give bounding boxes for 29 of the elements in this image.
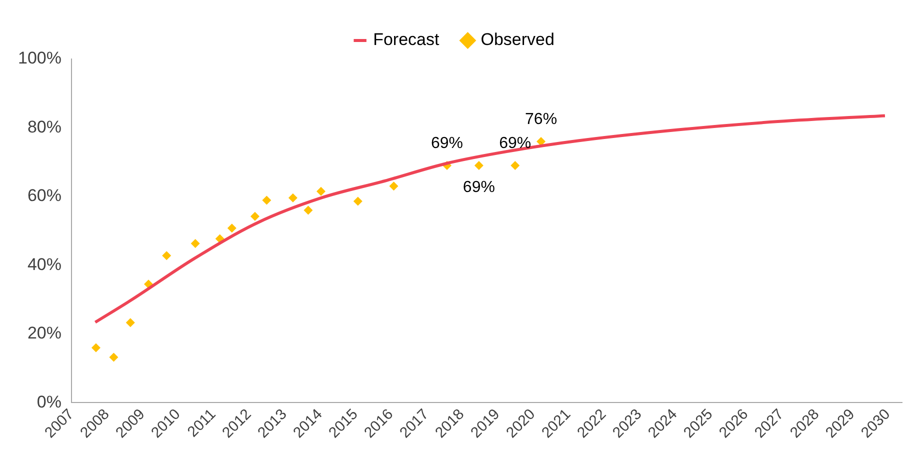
point (510, 161, 520, 170)
y-tick-label: 40% (27, 254, 62, 274)
legend-label: Forecast (373, 30, 440, 50)
data-label: 69% (499, 134, 532, 152)
point (250, 212, 260, 221)
data-label: 69% (430, 134, 464, 152)
point (227, 224, 236, 233)
point (536, 136, 546, 146)
data-label: 69% (462, 178, 495, 196)
legend-label: Observed (480, 30, 554, 50)
data-label: 76% (525, 110, 558, 128)
point (109, 352, 118, 362)
point (162, 251, 172, 260)
point (389, 182, 398, 191)
point (304, 206, 313, 215)
y-tick-label: 80% (27, 117, 62, 136)
y-tick-label: 100% (18, 48, 62, 68)
y-tick-label: 60% (27, 186, 62, 206)
point (288, 193, 298, 202)
line-series (94, 114, 886, 324)
point (262, 196, 272, 205)
y-tick-label: 0% (36, 392, 62, 412)
y-tick-label: 20% (27, 324, 62, 343)
point (126, 318, 135, 328)
point (91, 343, 100, 352)
point (190, 239, 200, 248)
point (316, 186, 326, 196)
point (353, 196, 362, 206)
point (474, 161, 484, 170)
